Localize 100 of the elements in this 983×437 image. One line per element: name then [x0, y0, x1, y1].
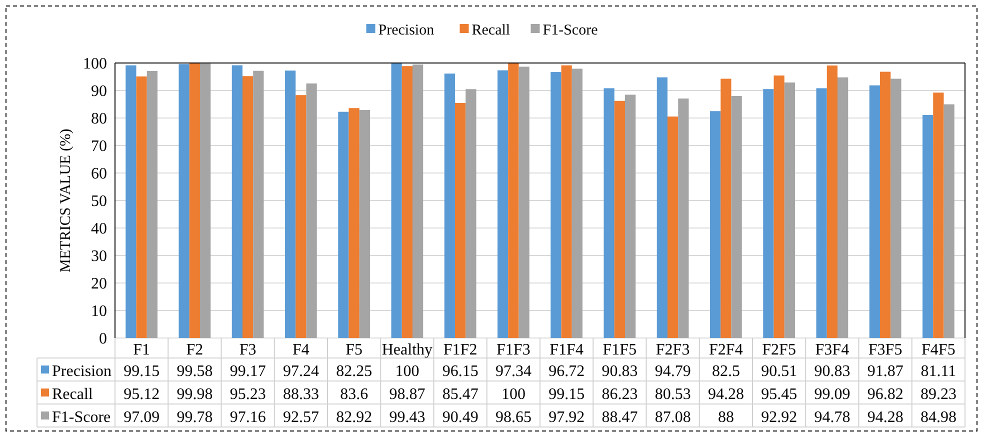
data-label: 84.98	[920, 409, 956, 426]
bar	[126, 65, 136, 338]
data-label: 85.47	[442, 386, 478, 404]
data-label: 95.12	[124, 386, 160, 404]
data-label: 83.6	[340, 386, 368, 404]
bar	[550, 72, 562, 338]
data-label: 99.15	[548, 386, 585, 404]
bar	[146, 71, 158, 338]
bar	[816, 88, 827, 338]
text: Recall	[52, 386, 93, 404]
bar	[561, 65, 572, 338]
y-tick-label: 100	[83, 56, 107, 73]
bar	[774, 76, 784, 338]
bar	[763, 89, 774, 338]
bar	[614, 100, 625, 338]
data-label: 92.57	[282, 409, 319, 426]
bar	[498, 70, 508, 338]
y-tick-label: 20	[91, 276, 107, 293]
bar	[200, 64, 211, 338]
bar	[136, 76, 147, 338]
bar	[838, 77, 848, 338]
x-tick-label: F3F4	[815, 342, 850, 359]
data-label: 96.15	[442, 363, 478, 380]
bar	[710, 111, 721, 338]
x-tick-label: F4	[292, 342, 310, 359]
data-label: 100	[501, 386, 526, 404]
bar	[572, 68, 582, 338]
x-tick-label: F3	[239, 342, 256, 359]
text: Precision	[52, 363, 112, 380]
x-tick-label: F1F4	[550, 342, 584, 359]
x-tick-label: F4F5	[922, 342, 956, 359]
data-label: 97.24	[282, 363, 319, 380]
bar	[890, 78, 902, 338]
data-label: 98.65	[495, 409, 532, 426]
data-label: 96.82	[867, 386, 904, 404]
data-label: 99.43	[389, 409, 426, 426]
data-label: 99.09	[814, 386, 850, 404]
data-label: 91.87	[867, 363, 904, 380]
y-tick-label: 80	[91, 110, 107, 128]
data-label: 90.49	[442, 409, 478, 426]
bar	[178, 64, 190, 338]
legend-label: Precision	[378, 22, 435, 38]
data-label: 99.98	[176, 386, 213, 404]
data-label: 82.25	[336, 363, 372, 380]
data-label: 90.51	[761, 363, 798, 380]
data-label: 90.83	[602, 363, 638, 380]
bar	[944, 104, 954, 338]
bar	[784, 82, 795, 338]
bar	[296, 95, 306, 338]
x-tick-label: F1F2	[443, 342, 478, 359]
data-label: 99.15	[124, 363, 160, 380]
bar	[285, 70, 296, 338]
x-tick-label: Healthy	[382, 342, 433, 359]
data-label: 100	[395, 363, 420, 380]
data-label: 92.92	[761, 409, 798, 426]
data-label: 99.78	[176, 409, 213, 426]
bar	[933, 92, 944, 338]
x-tick-label: F1F5	[602, 342, 637, 359]
bar	[826, 66, 838, 338]
x-tick-label: F2F4	[709, 342, 743, 359]
data-label: 99.17	[230, 363, 266, 380]
bar	[678, 98, 689, 338]
x-tick-label: F5	[346, 342, 363, 359]
bar	[869, 85, 880, 338]
data-label: 94.78	[814, 409, 850, 426]
data-label: 80.53	[654, 386, 691, 404]
bar	[922, 114, 934, 338]
legend-label: Recall	[472, 22, 510, 38]
x-tick-label: F2F5	[762, 342, 796, 359]
y-axis-title: METRICS VALUE (%)	[58, 128, 74, 272]
bar	[253, 70, 264, 338]
y-tick-label: 10	[91, 303, 107, 320]
data-label: 97.09	[124, 409, 160, 426]
bar	[731, 96, 742, 338]
x-tick-label: F1	[133, 342, 150, 359]
bar	[880, 72, 891, 338]
data-label: 81.11	[920, 363, 956, 380]
bar	[348, 108, 360, 338]
data-label: 94.28	[867, 409, 904, 426]
data-label: 90.83	[814, 363, 850, 380]
x-tick-label: F3F5	[868, 342, 902, 359]
bar	[391, 63, 402, 338]
x-tick-label: F2F3	[656, 342, 690, 359]
bar	[455, 102, 466, 338]
bar	[720, 78, 732, 338]
bar	[518, 66, 530, 338]
data-label: 82.92	[336, 409, 372, 426]
bar	[338, 112, 349, 338]
bar	[444, 74, 455, 338]
bar	[508, 63, 519, 338]
y-tick-label: 50	[91, 193, 107, 210]
y-tick-label: 90	[91, 83, 107, 100]
data-label: 94.28	[708, 386, 744, 404]
data-label: 97.16	[230, 409, 266, 426]
legend-label: F1-Score	[542, 22, 598, 38]
data-label: 99.58	[176, 363, 213, 380]
y-tick-label: 40	[91, 220, 107, 238]
bar	[604, 88, 614, 338]
bar	[466, 89, 476, 338]
data-label: 82.5	[712, 363, 740, 380]
